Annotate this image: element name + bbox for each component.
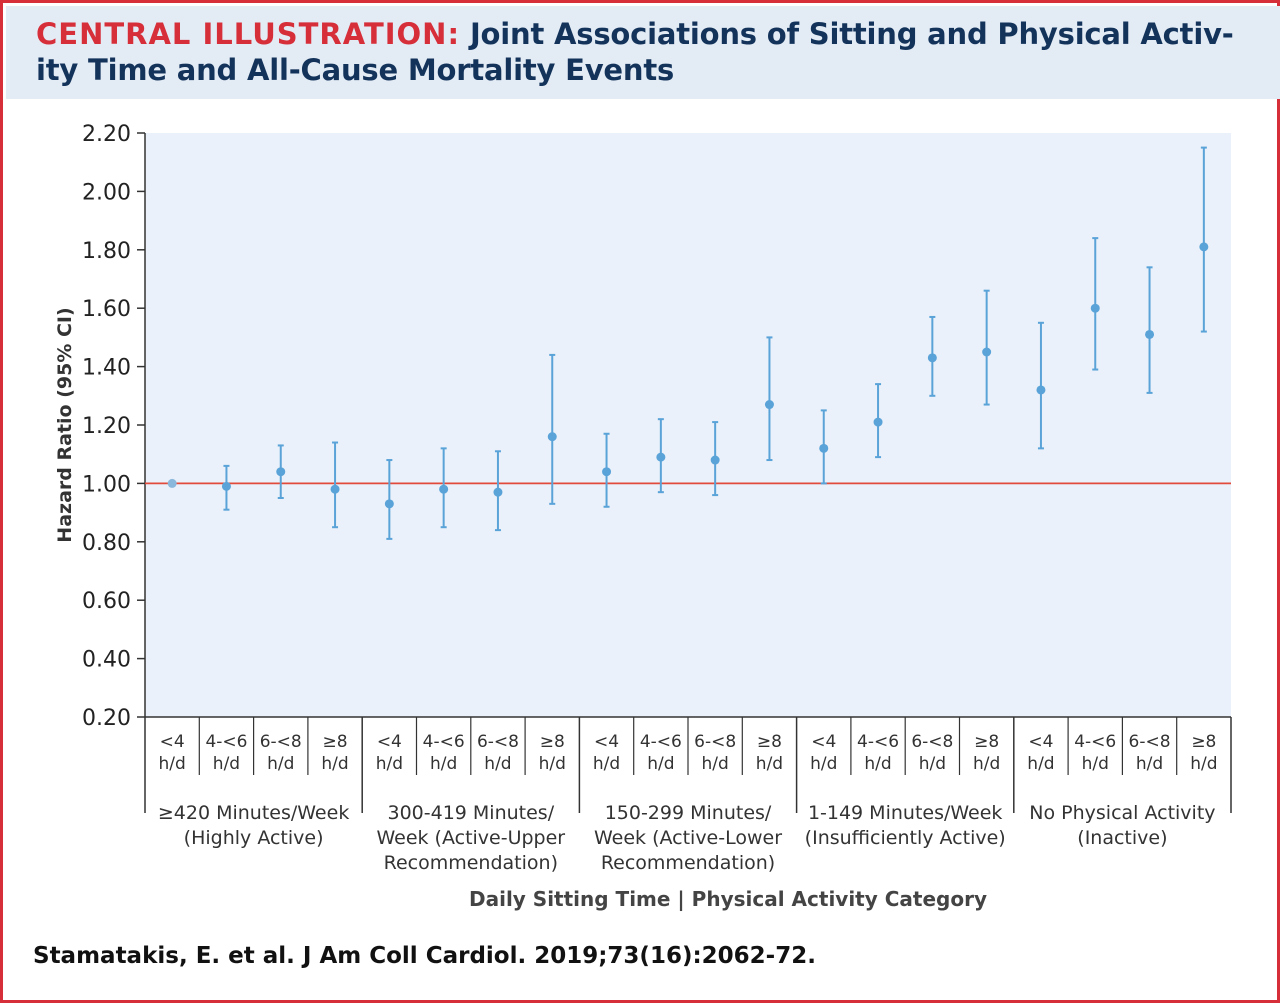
activity-category-label: Week (Active-Lower [594, 827, 782, 849]
sitting-time-label: ≥8 [323, 732, 348, 752]
hazard-ratio-point [927, 353, 937, 363]
hazard-ratio-point [602, 467, 612, 477]
sitting-time-unit: h/d [702, 754, 729, 774]
activity-category-label: 150-299 Minutes/ [605, 802, 772, 824]
figure-title: CENTRAL ILLUSTRATION: Joint Associations… [36, 16, 1266, 88]
sitting-time-unit: h/d [1136, 754, 1163, 774]
sitting-time-label: 6-<8 [1129, 732, 1171, 752]
sitting-time-label: 4-<6 [1074, 732, 1116, 752]
hazard-ratio-point [710, 455, 720, 465]
sitting-time-unit: h/d [864, 754, 891, 774]
sitting-time-label: ≥8 [1191, 732, 1216, 752]
activity-category-label: (Inactive) [1077, 827, 1167, 849]
data-points [167, 146, 1209, 540]
hazard-ratio-point [819, 443, 829, 453]
activity-category-label: Recommendation) [601, 852, 775, 874]
figure-header: CENTRAL ILLUSTRATION: Joint Associations… [6, 6, 1280, 99]
x-axis-label: Daily Sitting Time | Physical Activity C… [469, 887, 987, 911]
central-illustration-tag: CENTRAL ILLUSTRATION: [36, 17, 461, 51]
y-tick-label: 0.40 [82, 648, 131, 673]
hazard-ratio-point [493, 487, 503, 497]
hazard-ratio-point [873, 417, 883, 427]
activity-category-label: Week (Active-Upper [376, 827, 565, 849]
sitting-time-label: 6-<8 [694, 732, 736, 752]
sitting-time-label: <4 [377, 732, 402, 752]
y-tick-label: 2.00 [82, 180, 131, 205]
activity-category-label: 1-149 Minutes/Week [808, 802, 1003, 824]
sitting-time-unit: h/d [1027, 754, 1054, 774]
y-tick-label: 1.00 [82, 472, 131, 497]
sitting-time-label: 4-<6 [205, 732, 247, 752]
activity-category-label: ≥420 Minutes/Week [158, 802, 349, 824]
y-tick-label: 0.60 [82, 589, 131, 614]
sitting-time-label: 4-<6 [640, 732, 682, 752]
activity-category-label: (Highly Active) [184, 827, 324, 849]
sitting-time-unit: h/d [756, 754, 783, 774]
activity-category-label: Recommendation) [384, 852, 558, 874]
sitting-time-unit: h/d [376, 754, 403, 774]
sitting-time-unit: h/d [267, 754, 294, 774]
sitting-time-label: <4 [1028, 732, 1053, 752]
sitting-time-label: 4-<6 [423, 732, 465, 752]
sitting-time-label: 6-<8 [477, 732, 519, 752]
hazard-ratio-point [384, 499, 394, 509]
citation: Stamatakis, E. et al. J Am Coll Cardiol.… [33, 943, 816, 969]
plot-area [145, 133, 1231, 717]
sitting-time-unit: h/d [539, 754, 566, 774]
hazard-ratio-point [1199, 242, 1209, 252]
y-tick-label: 1.40 [82, 356, 131, 381]
y-axis: 0.20 0.40 0.60 0.80 1.00 1.20 1.40 1.60 1.80 2.00… [82, 122, 146, 731]
sitting-time-unit: h/d [1082, 754, 1109, 774]
figure-title-text: Joint Associations of Sitting and Physic… [36, 17, 1234, 87]
sitting-time-unit: h/d [159, 754, 186, 774]
sitting-time-label: 6-<8 [911, 732, 953, 752]
hazard-ratio-point [656, 452, 666, 462]
sitting-time-label: 4-<6 [857, 732, 899, 752]
y-tick-label: 1.20 [82, 414, 131, 439]
sitting-time-unit: h/d [484, 754, 511, 774]
sitting-time-unit: h/d [919, 754, 946, 774]
sitting-time-unit: h/d [1190, 754, 1217, 774]
hazard-ratio-point [1145, 329, 1155, 339]
sitting-time-label: 6-<8 [260, 732, 302, 752]
sitting-time-label: ≥8 [540, 732, 565, 752]
hazard-ratio-point [221, 481, 231, 491]
y-tick-label: 2.20 [82, 122, 131, 147]
sitting-time-unit: h/d [213, 754, 240, 774]
hazard-ratio-point [547, 432, 557, 442]
activity-category-label: 300-419 Minutes/ [387, 802, 554, 824]
hazard-ratio-point [439, 484, 449, 494]
sitting-time-unit: h/d [430, 754, 457, 774]
sitting-time-label: ≥8 [757, 732, 782, 752]
y-axis-label: Hazard Ratio (95% CI) [54, 307, 76, 542]
activity-category-label: No Physical Activity [1029, 802, 1215, 824]
activity-category-label: (Insufficiently Active) [805, 827, 1006, 849]
x-axis: <4h/d4-<6h/d6-<8h/d≥8h/d≥420 Minutes/Wee… [144, 716, 1232, 874]
sitting-time-label: <4 [811, 732, 836, 752]
hazard-ratio-point [764, 400, 774, 410]
sitting-time-unit: h/d [810, 754, 837, 774]
hazard-ratio-point [167, 478, 177, 488]
hazard-ratio-point [1036, 385, 1046, 395]
sitting-time-label: <4 [594, 732, 619, 752]
sitting-time-unit: h/d [973, 754, 1000, 774]
hazard-ratio-chart: 0.20 0.40 0.60 0.80 1.00 1.20 1.40 1.60 1.80 2.00… [54, 122, 1232, 911]
y-tick-label: 1.80 [82, 239, 131, 264]
sitting-time-unit: h/d [647, 754, 674, 774]
y-tick-label: 0.20 [82, 706, 131, 731]
sitting-time-unit: h/d [593, 754, 620, 774]
sitting-time-label: <4 [160, 732, 185, 752]
sitting-time-unit: h/d [321, 754, 348, 774]
y-tick-label: 1.60 [82, 297, 131, 322]
hazard-ratio-point [982, 347, 992, 357]
hazard-ratio-point [330, 484, 340, 494]
sitting-time-label: ≥8 [974, 732, 999, 752]
hazard-ratio-point [276, 467, 286, 477]
y-tick-label: 0.80 [82, 531, 131, 556]
hazard-ratio-point [1090, 303, 1100, 313]
